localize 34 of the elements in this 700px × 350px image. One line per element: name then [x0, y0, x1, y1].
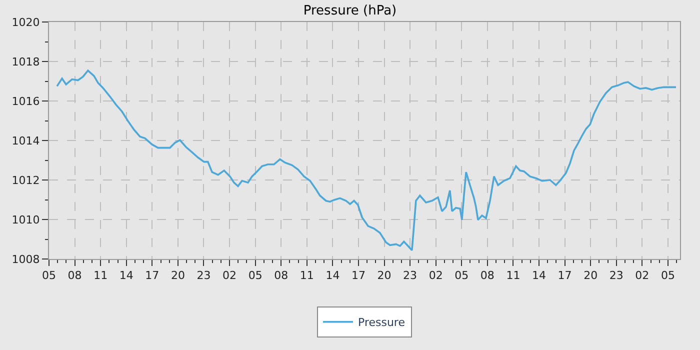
y-tick-label: 1020 [12, 16, 40, 29]
x-tick-label: 17 [351, 269, 366, 282]
x-tick-label: 11 [300, 269, 314, 282]
legend-label: Pressure [358, 316, 406, 330]
x-tick-label: 20 [170, 269, 185, 282]
x-tick-label: 02 [635, 269, 650, 282]
x-tick-label: 02 [222, 269, 237, 282]
y-tick-label: 1014 [12, 134, 40, 148]
y-tick-label: 1010 [12, 213, 40, 226]
x-tick-label: 08 [480, 269, 494, 282]
x-tick-label: 11 [94, 269, 108, 282]
x-tick-label: 11 [506, 269, 520, 282]
y-tick-label: 1012 [12, 174, 40, 187]
y-tick-label: 1016 [12, 94, 40, 108]
chart-title: Pressure (hPa) [303, 3, 397, 18]
x-tick-label: 17 [145, 269, 160, 282]
x-tick-label: 02 [428, 269, 443, 282]
x-tick-label: 08 [68, 269, 82, 282]
x-tick-label: 17 [558, 269, 572, 282]
x-tick-label: 14 [326, 269, 340, 282]
x-tick-label: 14 [119, 269, 134, 282]
x-tick-label: 08 [274, 269, 288, 282]
x-tick-label: 23 [196, 269, 211, 282]
x-tick-label: 05 [454, 269, 469, 282]
y-tick-label: 1018 [12, 55, 40, 68]
x-tick-label: 23 [403, 269, 418, 282]
x-tick-label: 14 [532, 269, 546, 282]
y-tick-label: 1008 [12, 252, 40, 266]
x-tick-label: 20 [377, 269, 392, 282]
x-tick-label: 05 [248, 269, 262, 282]
x-tick-label: 05 [42, 269, 56, 282]
x-tick-label: 05 [660, 269, 675, 282]
x-tick-label: 23 [609, 269, 624, 282]
x-tick-label: 20 [584, 269, 598, 282]
